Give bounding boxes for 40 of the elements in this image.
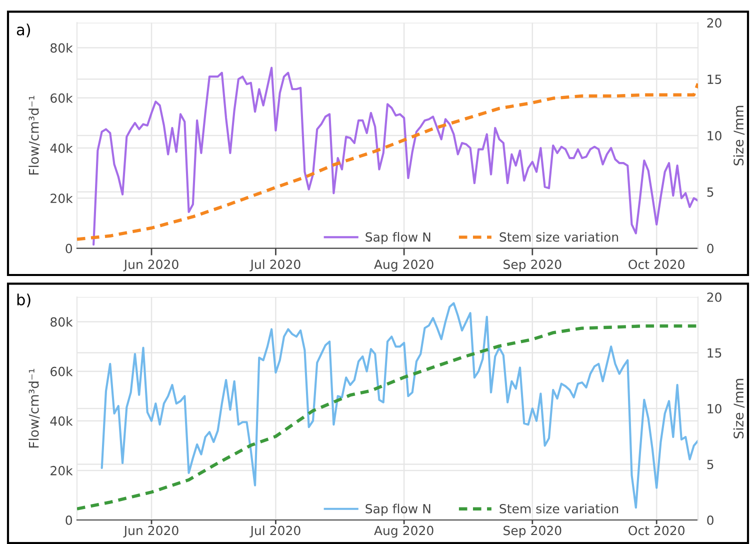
x-tick-label: Oct 2020 [628,260,684,270]
x-tick-label: Aug 2020 [374,260,434,272]
y2-axis-title: Size /mm [733,378,745,438]
y-tick-label: 80k [50,317,73,327]
y-tick-label: 40k [50,143,73,153]
x-tick-label: Oct 2020 [628,526,684,536]
legend-label: Sap flow N [366,232,430,244]
y-tick-label: 80k [50,43,73,53]
legend-label: Stem size variation [500,232,618,242]
y-tick-label: 0 [66,244,72,254]
chart-title: a) [16,24,30,38]
y2-axis-title: Size /mm [733,106,745,166]
legend-label: Stem size variation [500,504,618,514]
y-axis-title: Flow/cm³d⁻¹ [28,96,40,174]
y2-tick-label: 5 [707,188,714,197]
y2-tick-label: 15 [708,348,722,358]
y-tick-label: 0 [66,515,72,525]
y-tick-label: 60k [50,366,73,376]
x-tick-label: Jul 2020 [250,526,300,538]
y2-tick-label: 0 [707,515,714,525]
x-tick-label: Sep 2020 [504,526,562,538]
y2-tick-label: 10 [708,130,722,140]
y-axis-title: Flow/cm³d⁻¹ [28,368,40,448]
y2-tick-label: 10 [708,404,722,414]
y-tick-label: 40k [50,416,73,426]
y2-tick-label: 20 [707,292,722,302]
x-tick-label: Jun 2020 [123,526,178,538]
chart-title: b) [17,294,30,308]
y2-tick-label: 5 [707,460,714,470]
y2-tick-label: 15 [708,74,722,84]
x-tick-label: Aug 2020 [374,526,434,538]
y-tick-label: 20k [50,466,73,476]
legend-label: Sap flow N [366,504,430,516]
y2-tick-label: 20 [707,18,722,28]
x-tick-label: Sep 2020 [504,260,562,272]
x-tick-label: Jun 2020 [123,260,178,272]
y2-tick-label: 0 [707,244,714,254]
y-tick-label: 20k [50,193,73,204]
y-tick-label: 60k [50,93,73,103]
x-tick-label: Jul 2020 [250,259,300,272]
